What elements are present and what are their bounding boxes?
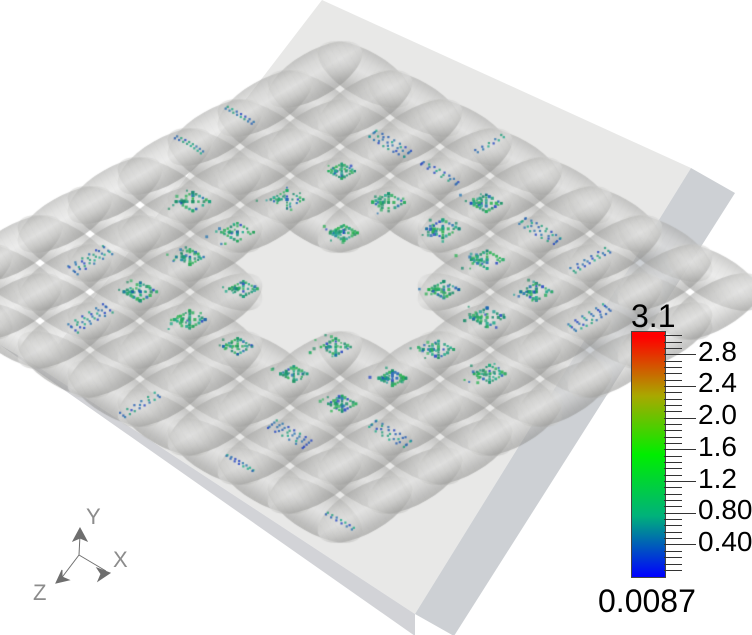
svg-text:Y: Y (86, 504, 101, 529)
svg-text:Z: Z (33, 580, 46, 605)
svg-text:X: X (113, 547, 128, 572)
